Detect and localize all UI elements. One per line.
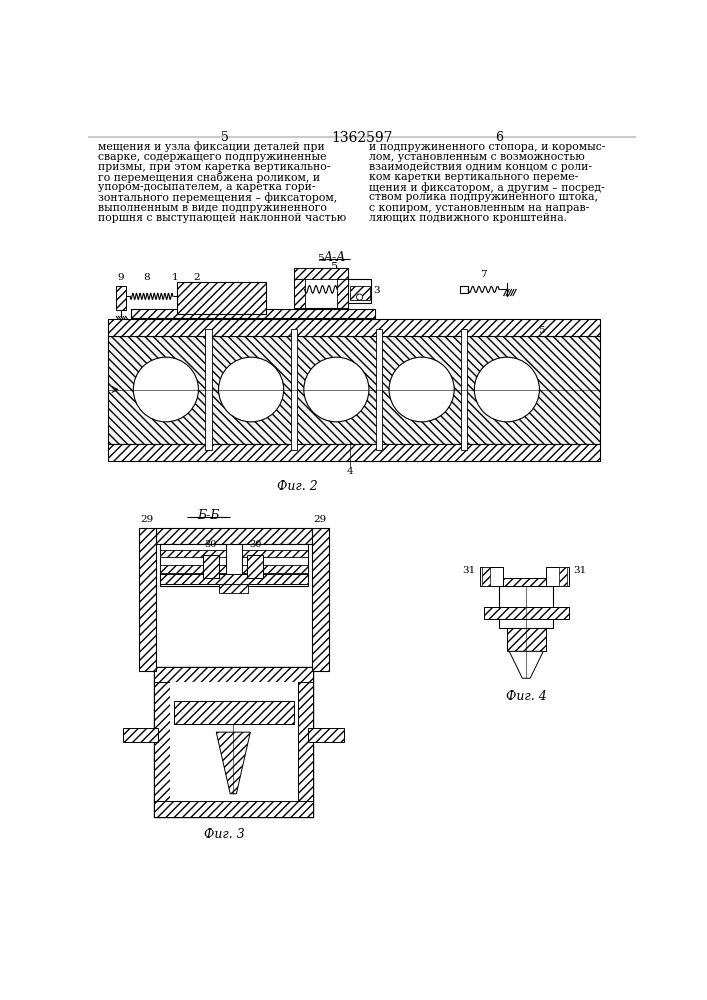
Text: зонтального перемещения – фиксатором,: зонтального перемещения – фиксатором, [98,192,337,203]
Bar [242,544,308,586]
Text: 29: 29 [141,515,154,524]
Circle shape [356,294,363,300]
Bar [131,309,375,318]
Bar [139,528,156,671]
Bar [242,550,308,557]
Bar [123,728,158,742]
Polygon shape [216,732,250,794]
Bar [115,286,127,310]
Bar [154,667,170,817]
Text: 4: 4 [347,467,354,476]
Text: 30: 30 [204,540,217,549]
Bar [480,567,503,586]
Bar [174,701,293,724]
Text: го перемещения снабжена роликом, и: го перемещения снабжена роликом, и [98,172,320,183]
Text: ляющих подвижного кронштейна.: ляющих подвижного кронштейна. [369,213,567,223]
Bar [293,268,348,308]
Bar [308,728,344,742]
Bar [203,555,218,578]
Bar [107,336,600,444]
Bar [293,279,305,308]
Bar [177,282,266,314]
Bar [348,279,371,303]
Text: выполненным в виде подпружиненного: выполненным в виде подпружиненного [98,203,327,213]
Bar [293,268,348,279]
Text: ком каретки вертикального переме-: ком каретки вертикального переме- [369,172,578,182]
Text: упором-досыпателем, а каретка гори-: упором-досыпателем, а каретка гори- [98,182,315,192]
Bar [312,528,329,671]
Text: поршня с выступающей наклонной частью: поршня с выступающей наклонной частью [98,213,346,223]
Text: Фиг. 4: Фиг. 4 [506,690,547,703]
Bar [482,567,490,586]
Circle shape [389,357,454,422]
Bar [160,565,226,573]
Text: 9: 9 [117,273,124,282]
Bar [461,329,467,450]
Text: 5: 5 [332,262,339,272]
Bar [156,528,312,544]
Text: лом, установленным с возможностью: лом, установленным с возможностью [369,152,585,162]
Bar [337,279,348,308]
Bar [160,574,308,584]
Text: 3: 3 [373,286,380,295]
Text: взаимодействия одним концом с роли-: взаимодействия одним концом с роли- [369,162,592,172]
Text: 31: 31 [462,566,476,575]
Text: и подпружиненного стопора, и коромыс-: и подпружиненного стопора, и коромыс- [369,142,605,152]
Text: Б-Б: Б-Б [197,509,220,522]
Bar [242,565,308,573]
Text: A-A: A-A [324,251,346,264]
Circle shape [474,357,539,422]
Bar [546,567,569,586]
Text: 5: 5 [221,131,228,144]
Text: 8: 8 [144,273,150,282]
Text: 1362597: 1362597 [331,131,392,145]
Bar [484,578,569,586]
Text: 6: 6 [495,131,503,144]
Text: с копиром, установленным на направ-: с копиром, установленным на направ- [369,203,589,213]
Text: мещения и узла фиксации деталей при: мещения и узла фиксации деталей при [98,142,325,152]
Polygon shape [509,651,543,678]
Bar [154,667,313,817]
Bar [160,550,226,557]
Bar [559,567,566,586]
Text: ством ролика подпружиненного штока,: ством ролика подпружиненного штока, [369,192,598,202]
Text: 5: 5 [538,326,544,335]
Bar [291,329,297,450]
Bar [247,555,263,578]
Bar [218,584,248,593]
Bar [206,329,211,450]
Text: 2: 2 [194,273,200,282]
Bar [376,329,382,450]
Bar [154,667,313,682]
Text: 30: 30 [249,540,261,549]
Bar [107,319,600,336]
Text: Фиг. 2: Фиг. 2 [277,480,318,493]
Text: 31: 31 [573,566,586,575]
Circle shape [134,357,199,422]
Bar [160,544,226,586]
Bar [154,801,313,817]
Text: Фиг. 3: Фиг. 3 [204,828,245,841]
Text: 7: 7 [480,270,487,279]
Bar [499,586,554,628]
Text: призмы, при этом каретка вертикально-: призмы, при этом каретка вертикально- [98,162,330,172]
Circle shape [218,357,284,422]
Text: 1: 1 [172,273,178,282]
Bar [349,286,370,300]
Bar [460,286,468,293]
Bar [484,607,569,619]
Bar [170,682,298,801]
Circle shape [304,357,369,422]
Bar [107,444,600,461]
Text: щения и фиксатором, а другим – посред-: щения и фиксатором, а другим – посред- [369,182,604,193]
Text: 29: 29 [313,515,327,524]
Text: 5: 5 [317,254,325,263]
Bar [298,667,313,817]
Text: сварке, содержащего подпружиненные: сварке, содержащего подпружиненные [98,152,326,162]
Bar [507,628,546,651]
